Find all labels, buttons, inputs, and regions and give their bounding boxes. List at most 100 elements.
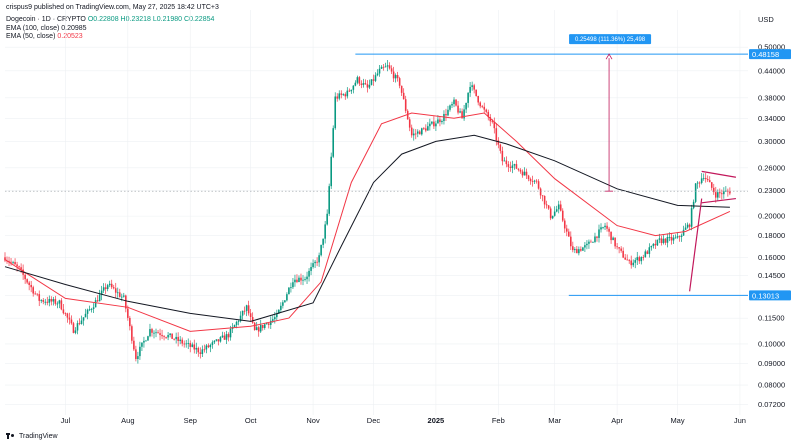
x-tick-label: Feb (492, 416, 505, 425)
candle-body (394, 75, 397, 79)
candle-body (267, 323, 270, 325)
candle-body (652, 243, 655, 246)
candle-body (159, 333, 161, 335)
candle-body (145, 340, 147, 342)
candle-body (157, 332, 159, 334)
candle-body (698, 182, 701, 184)
candle-body (660, 238, 663, 244)
candle-body (219, 337, 222, 342)
x-tick-label: Apr (611, 416, 623, 425)
candle-body (686, 224, 689, 228)
y-tick-label: 0.09000 (758, 359, 785, 368)
candle-body (382, 66, 385, 68)
candle-body (511, 165, 514, 168)
x-tick-label: Mar (548, 416, 561, 425)
candle-body (650, 245, 653, 248)
candle-body (141, 342, 143, 347)
candle-body (483, 106, 486, 110)
candle-body (286, 294, 288, 301)
candle-body (265, 323, 268, 325)
candle-body (704, 177, 707, 180)
tradingview-footer[interactable]: TradingView (6, 432, 58, 440)
candle-body (495, 128, 498, 141)
candle-body (153, 332, 155, 334)
candle-body (729, 191, 731, 194)
candle-body (68, 317, 71, 320)
ema50-value: 0.20523 (57, 33, 83, 40)
candle-body (253, 322, 256, 331)
candle-body (636, 257, 639, 261)
candle-body (725, 190, 727, 192)
candle-body (245, 305, 248, 311)
candle-body (626, 259, 628, 261)
candle-body (306, 276, 308, 280)
ema50-legend[interactable]: EMA (50, close) 0.20523 (6, 33, 83, 40)
candle-body (616, 246, 618, 248)
symbol-name: Dogecoin · 1D · CRYPTO (6, 16, 86, 23)
candle-body (376, 73, 379, 76)
y-tick-label: 0.11500 (758, 314, 785, 323)
candle-body (360, 83, 363, 85)
candle-body (680, 235, 683, 237)
candle-body (227, 334, 230, 338)
candle-body (632, 262, 635, 266)
candle-body (310, 267, 312, 271)
candle-body (380, 66, 383, 69)
pattern-upper-line (701, 170, 737, 178)
candle-body (602, 227, 604, 228)
candle-body (114, 288, 117, 293)
candle-body (423, 128, 425, 130)
candle-body (487, 111, 490, 118)
candle-body (104, 287, 107, 290)
candle-body (503, 160, 506, 162)
candle-body (38, 294, 41, 301)
candle-body (493, 121, 496, 129)
candle-body (507, 164, 510, 167)
candle-body (716, 192, 719, 198)
candle-body (179, 339, 181, 342)
tradingview-logo-icon (6, 432, 16, 440)
candle-body (412, 133, 415, 136)
candle-body (594, 236, 596, 242)
ema100-legend[interactable]: EMA (100, close) 0.20985 (6, 25, 87, 32)
candle-body (445, 113, 447, 116)
ema100-label: EMA (100, close) (6, 25, 60, 32)
candle-body (66, 313, 69, 318)
candle-body (368, 84, 371, 88)
candle-body (350, 89, 353, 92)
candle-body (453, 99, 455, 105)
candle-body (233, 325, 236, 327)
candle-body (18, 266, 20, 268)
candle-body (203, 349, 206, 351)
candle-body (696, 182, 699, 184)
candle-body (425, 128, 427, 131)
candle-body (414, 133, 417, 135)
candle-body (362, 83, 365, 85)
candle-body (346, 90, 349, 97)
x-tick-label: May (670, 416, 684, 425)
candle-body (449, 105, 451, 110)
measure-arrow (605, 53, 613, 60)
candle-body (189, 343, 192, 347)
candle-body (431, 121, 433, 124)
candle-body (106, 285, 109, 290)
candle-body (249, 313, 252, 317)
candle-body (229, 328, 232, 338)
candle-body (64, 313, 67, 315)
candle-body (290, 287, 292, 288)
candle-body (654, 243, 657, 246)
candle-body (354, 82, 357, 86)
candle-body (312, 263, 314, 268)
candle-body (408, 119, 411, 128)
candle-body (396, 75, 399, 79)
candle-body (547, 205, 550, 209)
candle-body (608, 228, 610, 232)
candle-body (706, 179, 709, 181)
candle-body (398, 78, 401, 86)
candle-body (678, 236, 681, 238)
candle-body (418, 131, 421, 135)
candle-body (314, 261, 316, 264)
candle-body (284, 300, 286, 303)
candle-body (120, 296, 123, 298)
